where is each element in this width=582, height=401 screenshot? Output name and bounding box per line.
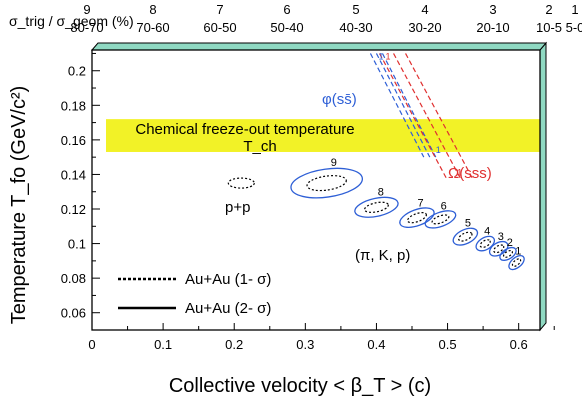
series-label-pikp: (π, K, p) — [355, 247, 410, 264]
centrality-point-label: 8 — [378, 186, 384, 198]
band-layer — [106, 119, 540, 152]
plot-frame — [90, 41, 555, 332]
phi-band-line — [381, 53, 437, 158]
centrality-point-label: 2 — [507, 237, 513, 249]
centrality-point-label: 7 — [418, 198, 424, 210]
centrality-bin-number: 7 — [216, 2, 223, 17]
contour-2sigma — [508, 255, 525, 271]
legend-label-solid: Au+Au (2- σ) — [185, 300, 271, 317]
x-tick-label: 0.1 — [154, 337, 172, 352]
contour-1sigma — [502, 249, 514, 258]
phi-band-line — [369, 53, 425, 158]
y-axis-label: Temperature T_fo (GeV/c²) — [8, 86, 30, 325]
x-tick-label: 0.6 — [510, 337, 528, 352]
top-axis-label: σ_trig / σ_geom (%) — [9, 13, 134, 29]
contour-2sigma — [452, 227, 479, 246]
contour-1sigma — [479, 239, 491, 248]
x-tick-label: 0 — [88, 337, 95, 352]
centrality-bin-range: 40-30 — [339, 20, 372, 35]
omega-band-line — [393, 53, 462, 180]
phi-band-line-label: 1 — [436, 145, 441, 155]
series-label-phi: φ(ss̄) — [322, 91, 357, 108]
centrality-point-label: 9 — [331, 157, 337, 169]
centrality-bin-number: 3 — [489, 2, 496, 17]
contour-2sigma — [499, 246, 517, 261]
y-tick-label: 0.18 — [61, 98, 86, 113]
frame-top-edge — [90, 42, 548, 51]
x-tick-label: 0.3 — [296, 337, 314, 352]
band-label: Chemical freeze-out temperature — [135, 121, 354, 138]
y-tick-label: 0.2 — [68, 64, 86, 79]
centrality-point-label: 6 — [441, 200, 447, 212]
centrality-bin-range: 80-70 — [70, 20, 103, 35]
omega-band-line-label: 1 — [386, 51, 391, 61]
series-label-pp: p+p — [225, 199, 250, 216]
contour-2sigma — [475, 235, 496, 252]
x-tick-label: 0.2 — [225, 337, 243, 352]
frame-right-edge — [539, 41, 547, 332]
contour-2sigma — [290, 167, 364, 199]
contour-1sigma — [458, 231, 473, 242]
contour-1sigma — [493, 244, 505, 254]
x-tick-label: 0.4 — [367, 337, 385, 352]
omega-band-line-label: 1 — [457, 168, 462, 178]
centrality-bin-range: 50-40 — [270, 20, 303, 35]
centrality-bin-number: 2 — [545, 2, 552, 17]
legend-label-dotted: Au+Au (1- σ) — [185, 271, 271, 288]
y-tick-label: 0.12 — [61, 202, 86, 217]
y-tick-label: 0.14 — [61, 167, 86, 182]
y-tick-label: 0.16 — [61, 133, 86, 148]
centrality-point-label: 1 — [515, 246, 521, 258]
centrality-point-label: 5 — [465, 218, 471, 230]
omega-band-line — [379, 53, 448, 180]
contour-2sigma — [488, 240, 509, 257]
centrality-bin-number: 9 — [83, 2, 90, 17]
x-tick-label: 0.5 — [439, 337, 457, 352]
centrality-bin-range: 30-20 — [408, 20, 441, 35]
y-tick-label: 0.08 — [61, 271, 86, 286]
centrality-bin-number: 1 — [571, 2, 578, 17]
centrality-bin-number: 5 — [352, 2, 359, 17]
centrality-bin-number: 8 — [149, 2, 156, 17]
contour-2sigma — [354, 196, 399, 218]
band-sublabel: T_ch — [243, 138, 276, 155]
centrality-bin-number: 4 — [421, 2, 428, 17]
y-tick-label: 0.06 — [61, 306, 86, 321]
omega-band-line — [405, 53, 474, 180]
plot-area-border — [91, 49, 541, 331]
centrality-bin-range: 10-5 — [536, 20, 562, 35]
centrality-point-label: 4 — [484, 226, 490, 238]
contour-2sigma — [399, 207, 435, 229]
contour-1sigma — [406, 211, 427, 224]
contour-1sigma — [431, 214, 450, 225]
text-layer: Collective velocity < β_T > (c) Temperat… — [8, 2, 582, 397]
x-axis-label: Collective velocity < β_T > (c) — [169, 375, 431, 397]
y-tick-label: 0.1 — [68, 237, 86, 252]
contour-1sigma — [306, 175, 347, 192]
centrality-bin-range: 70-60 — [136, 20, 169, 35]
centrality-bin-range: 20-10 — [476, 20, 509, 35]
centrality-bin-range: 60-50 — [203, 20, 236, 35]
contour-1sigma — [511, 258, 522, 267]
freeze-out-band — [106, 119, 540, 152]
centrality-point-label: 3 — [498, 231, 504, 243]
centrality-bin-range: 5-0 — [566, 20, 582, 35]
pp-contour — [227, 177, 255, 189]
phi-band-line-label: 1 — [378, 51, 383, 61]
phi-band-line — [375, 53, 431, 158]
centrality-bin-number: 6 — [283, 2, 290, 17]
contour-2sigma — [424, 210, 457, 229]
series-label-omega: Ω(sss) — [448, 165, 492, 182]
contour-1sigma — [363, 201, 389, 213]
